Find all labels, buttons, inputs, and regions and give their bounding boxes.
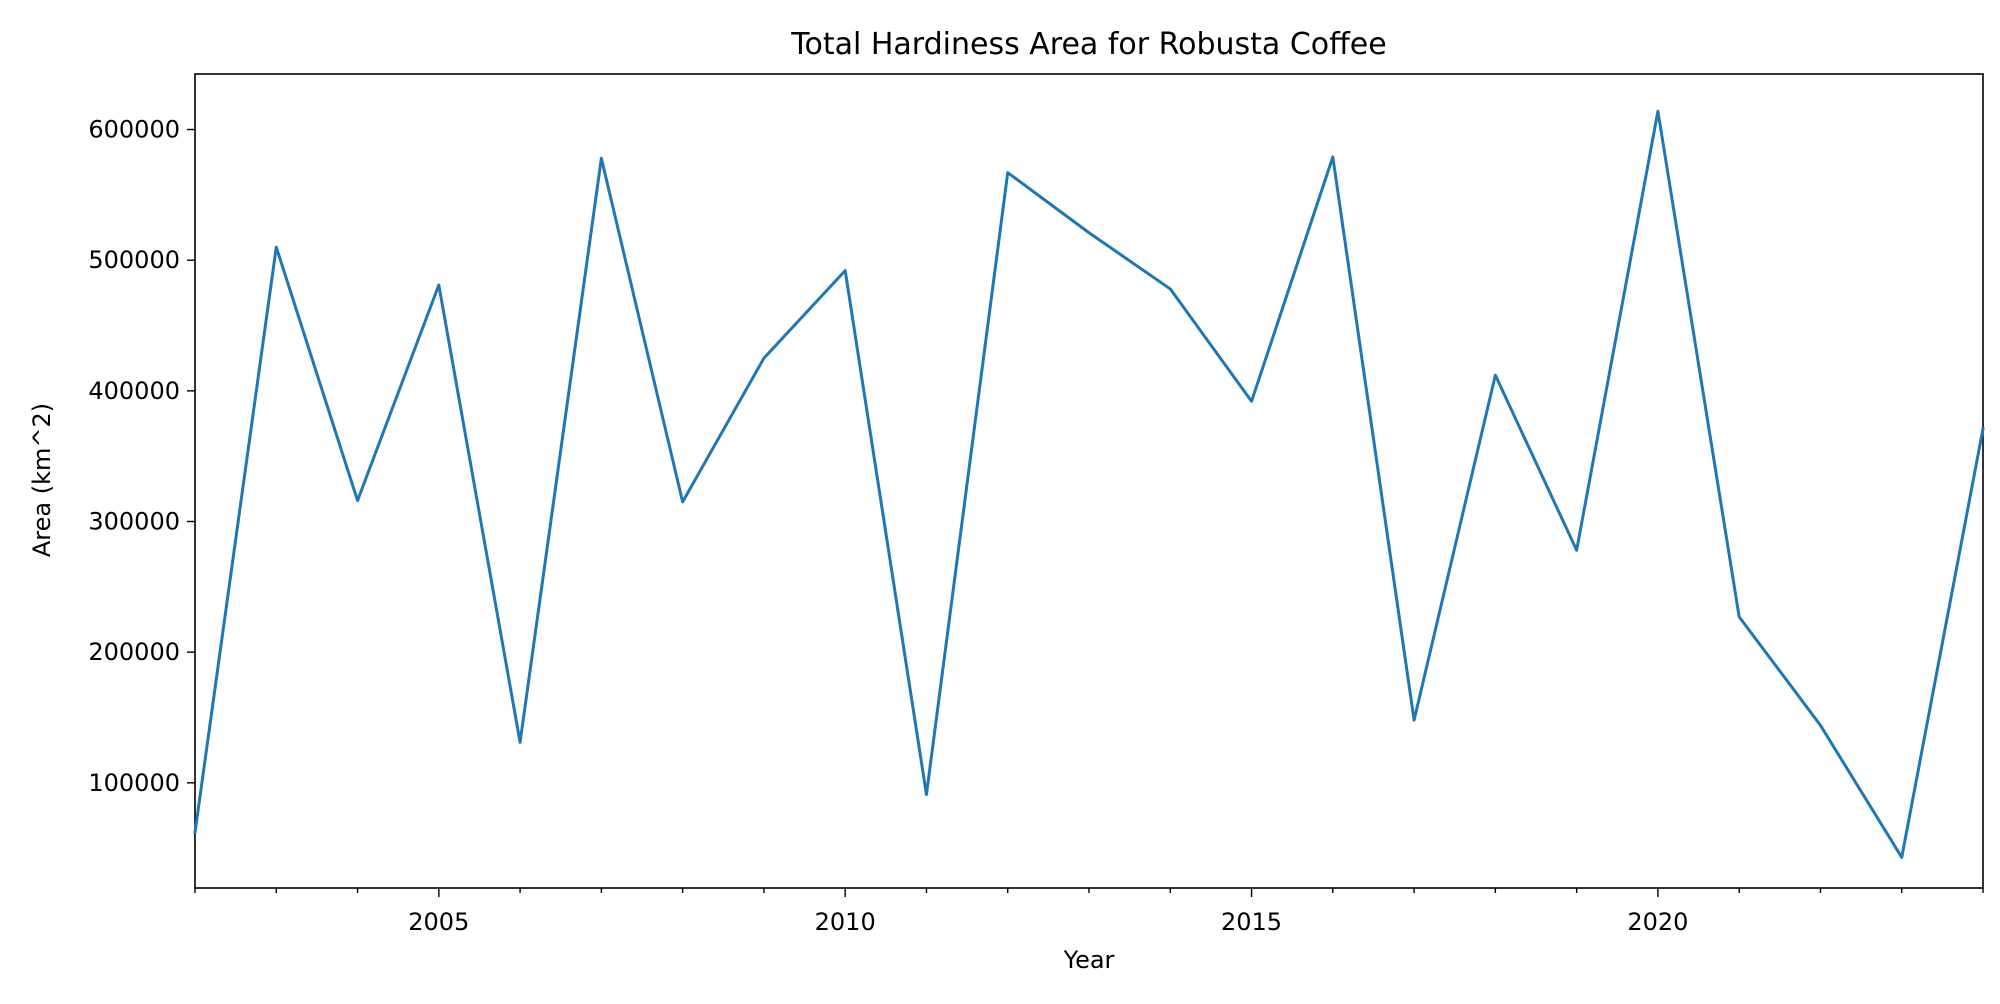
x-tick-label: 2015 [1221,908,1282,936]
x-axis-ticks: 2005 2010 2015 2020 [194,888,1984,936]
chart-title: Total Hardiness Area for Robusta Coffee [790,27,1386,62]
x-tick-label: 2005 [408,908,469,936]
y-axis-ticks: 100000 200000 300000 400000 500000 600000 [88,116,195,797]
y-axis-label: Area (km^2) [28,403,56,557]
y-tick-label: 500000 [88,246,180,274]
series-line [193,109,1985,859]
x-tick-label: 2020 [1627,908,1688,936]
x-tick-label: 2010 [815,908,876,936]
y-tick-label: 100000 [88,769,180,797]
y-tick-label: 600000 [88,116,180,144]
x-axis-label: Year [1063,946,1115,974]
plot-area-frame [194,73,1984,889]
y-tick-label: 400000 [88,377,180,405]
y-tick-label: 200000 [88,638,180,666]
y-tick-label: 300000 [88,508,180,536]
